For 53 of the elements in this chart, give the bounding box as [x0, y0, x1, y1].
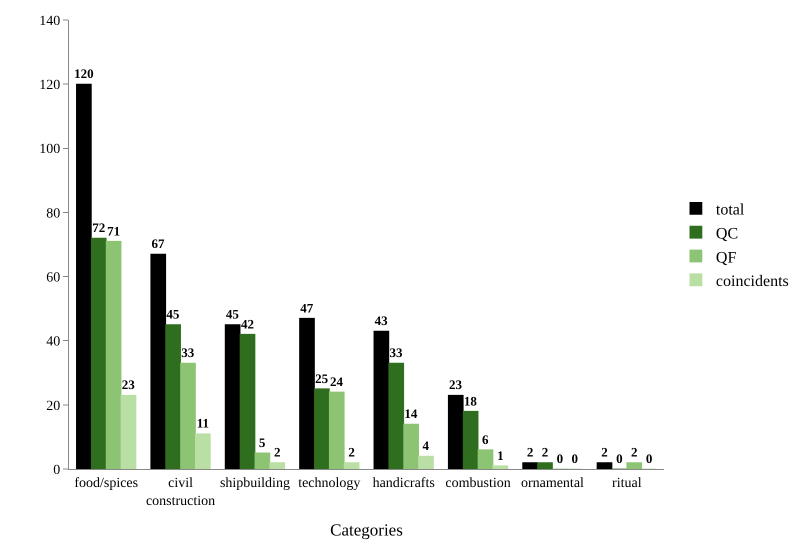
data-label: 2 [274, 444, 280, 460]
y-tick-label: 60 [46, 270, 60, 286]
data-label: 4 [422, 438, 430, 454]
x-tick-label: technology [298, 476, 360, 491]
data-label: 24 [330, 374, 344, 390]
data-label: 0 [556, 451, 564, 466]
x-tick-label: ornamental [520, 476, 584, 491]
legend-label: total [716, 202, 745, 219]
x-tick-label: food/spices [74, 476, 138, 491]
data-label: 0 [616, 451, 623, 466]
data-label: 18 [464, 393, 478, 408]
data-label: 2 [526, 444, 534, 460]
legend-label: QC [716, 225, 738, 242]
x-tick-label: handicrafts [372, 476, 435, 491]
x-axis-title: Categories [330, 520, 403, 540]
y-tick-label: 140 [39, 14, 60, 29]
x-tick-label: ritual [612, 476, 642, 491]
legend-label: QF [716, 249, 736, 266]
data-label: 0 [646, 451, 652, 466]
data-label: 1 [497, 448, 504, 463]
y-tick-label: 20 [46, 398, 60, 414]
data-label: 23 [122, 377, 136, 392]
y-tick-label: 120 [39, 78, 60, 94]
data-label: 11 [196, 416, 210, 431]
data-label: 71 [107, 223, 120, 238]
data-label: 0 [572, 451, 578, 466]
data-label: 2 [631, 444, 638, 460]
data-label: 45 [226, 306, 240, 322]
data-label: 67 [152, 236, 165, 252]
data-label: 5 [258, 434, 266, 450]
y-tick-label: 40 [46, 334, 60, 350]
data-label: 6 [482, 432, 489, 447]
data-label: 2 [542, 444, 548, 460]
x-tick-label: civil construction [146, 476, 216, 509]
x-tick-label: combustion [445, 476, 511, 491]
y-tick-label: 100 [39, 142, 60, 158]
data-label: 45 [166, 306, 180, 322]
data-label: 33 [181, 345, 195, 360]
data-label: 33 [390, 345, 403, 360]
y-tick-label: 80 [46, 206, 60, 222]
data-label: 25 [315, 370, 329, 386]
data-label: 72 [92, 220, 106, 236]
data-label: 43 [374, 313, 388, 328]
data-label: 14 [404, 406, 418, 422]
data-label: 23 [449, 377, 462, 392]
legend-label: coincidents [716, 273, 789, 290]
data-label: 2 [348, 444, 355, 460]
data-label: 2 [601, 444, 608, 460]
y-tick-label: 0 [53, 462, 60, 478]
data-label: 47 [300, 300, 314, 316]
data-label: 120 [74, 66, 94, 82]
x-tick-label: shipbuilding [220, 476, 290, 491]
data-label: 42 [241, 316, 254, 332]
